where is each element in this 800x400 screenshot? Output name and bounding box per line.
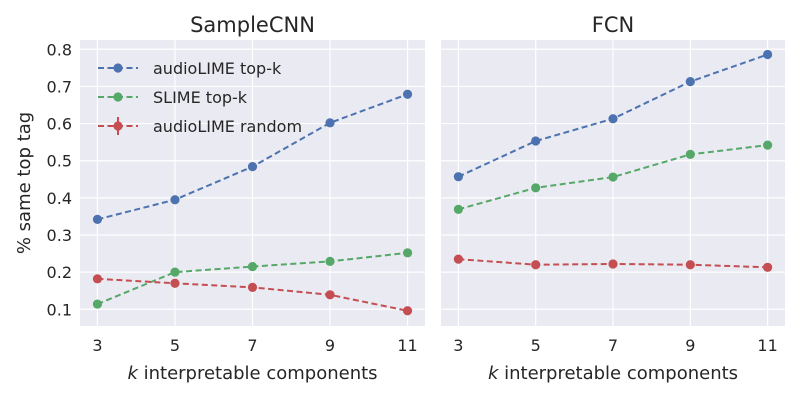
x-tick-label: 3 xyxy=(92,336,102,355)
x-axis-label-text: interpretable components xyxy=(498,363,738,384)
data-point xyxy=(453,172,463,182)
data-point xyxy=(247,261,258,272)
y-tick-label: 0.7 xyxy=(47,77,72,96)
data-point xyxy=(608,259,618,269)
x-tick-labels-samplecnn: 3 5 7 9 11 xyxy=(92,336,417,355)
legend-label: SLIME top-k xyxy=(153,88,248,107)
legend-entry-audiolime-random: audioLIME random xyxy=(98,117,302,136)
data-point xyxy=(325,256,335,266)
data-point xyxy=(170,195,180,205)
y-tick-label: 0.6 xyxy=(47,115,72,134)
data-point xyxy=(685,149,695,159)
data-point xyxy=(247,162,258,172)
legend-marker xyxy=(113,121,123,131)
legend-entry-audiolime-top-k: audioLIME top-k xyxy=(98,59,282,78)
x-axis-variable: k xyxy=(488,363,500,384)
series-layer-samplecnn xyxy=(92,89,413,316)
data-point xyxy=(170,278,180,288)
x-tick-label: 5 xyxy=(531,336,541,355)
panel-title-samplecnn: SampleCNN xyxy=(190,13,315,37)
x-tick-label: 7 xyxy=(247,336,257,355)
y-tick-label: 0.8 xyxy=(47,40,72,59)
data-point xyxy=(531,260,541,270)
data-point xyxy=(685,260,695,270)
data-point xyxy=(92,214,103,224)
legend-marker xyxy=(113,63,123,73)
panel-title-fcn: FCN xyxy=(592,13,634,37)
panel-fcn: FCN 3 5 7 9 11 k interpretable components xyxy=(441,13,785,384)
gridlines-samplecnn xyxy=(80,40,425,326)
x-tick-label: 3 xyxy=(453,336,463,355)
data-point xyxy=(402,306,413,316)
series-audiolime-top-k xyxy=(453,49,773,182)
series-audiolime-top-k xyxy=(92,89,413,224)
data-point xyxy=(325,118,335,128)
y-axis-label: % same top tag xyxy=(14,112,35,254)
data-point xyxy=(325,290,335,300)
series-audiolime-random xyxy=(453,254,773,272)
data-point xyxy=(531,136,541,146)
series-layer-fcn xyxy=(453,49,773,272)
legend-label: audioLIME top-k xyxy=(153,59,282,78)
x-tick-label: 7 xyxy=(608,336,618,355)
series-slime-top-k xyxy=(92,248,413,309)
y-tick-label: 0.2 xyxy=(47,263,72,282)
data-point xyxy=(685,77,695,87)
x-tick-labels-fcn: 3 5 7 9 11 xyxy=(453,336,777,355)
data-point xyxy=(402,89,413,99)
data-point xyxy=(453,254,463,264)
series-audiolime-random xyxy=(92,274,413,316)
legend-marker xyxy=(113,92,123,102)
x-tick-label: 9 xyxy=(325,336,335,355)
legend: audioLIME top-k SLIME top-k audioLIME rand… xyxy=(98,59,302,136)
data-point xyxy=(763,49,773,60)
y-tick-label: 0.1 xyxy=(47,300,72,319)
data-point xyxy=(763,262,773,272)
series-slime-top-k xyxy=(453,140,773,214)
panel-samplecnn: SampleCNN 0.1 0.2 0.3 0.4 0.5 0.6 0.7 0.8 3 5 7 9 1… xyxy=(47,13,425,384)
data-point xyxy=(763,140,773,150)
y-tick-label: 0.5 xyxy=(47,152,72,171)
x-axis-variable: k xyxy=(127,363,139,384)
y-tick-label: 0.3 xyxy=(47,226,72,245)
data-point xyxy=(453,204,463,214)
x-axis-label-samplecnn: k interpretable components xyxy=(127,363,377,384)
x-tick-label: 11 xyxy=(397,336,417,355)
y-tick-labels: 0.1 0.2 0.3 0.4 0.5 0.6 0.7 0.8 xyxy=(47,40,72,319)
data-point xyxy=(608,172,618,182)
data-point xyxy=(92,274,103,284)
data-point xyxy=(247,282,258,292)
data-point xyxy=(170,267,180,277)
data-point xyxy=(608,114,618,124)
legend-label: audioLIME random xyxy=(153,117,302,136)
x-tick-label: 9 xyxy=(685,336,695,355)
data-point xyxy=(92,299,103,309)
data-point xyxy=(531,183,541,193)
x-axis-label-fcn: k interpretable components xyxy=(488,363,738,384)
y-tick-label: 0.4 xyxy=(47,189,72,208)
x-tick-label: 5 xyxy=(170,336,180,355)
legend-entry-slime-top-k: SLIME top-k xyxy=(98,88,248,107)
data-point xyxy=(402,248,413,258)
x-tick-label: 11 xyxy=(757,336,777,355)
x-axis-label-text: interpretable components xyxy=(138,363,378,384)
